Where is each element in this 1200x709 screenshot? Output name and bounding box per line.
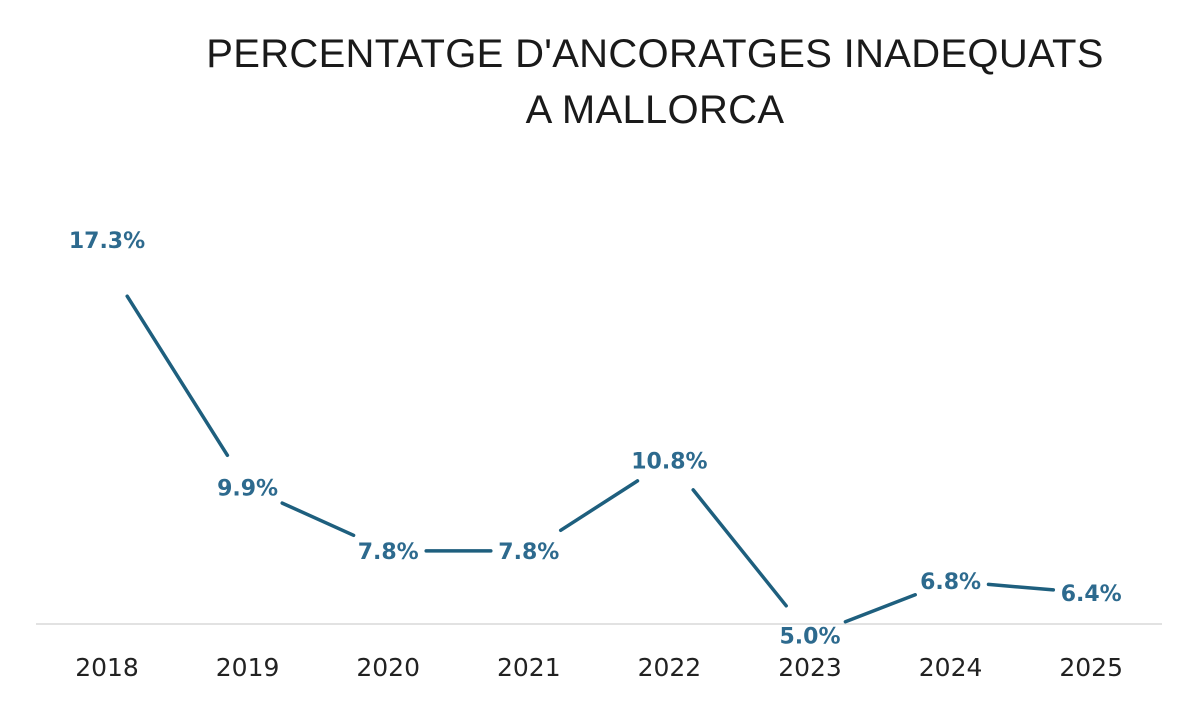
line-segment — [558, 479, 640, 533]
data-label: 7.8% — [358, 540, 419, 565]
data-label: 5.0% — [779, 625, 840, 650]
data-point — [105, 262, 109, 266]
x-tick-label: 2025 — [1059, 653, 1123, 682]
data-label: 17.3% — [69, 229, 145, 254]
x-tick-label: 2024 — [919, 653, 983, 682]
x-tick-label: 2018 — [75, 653, 139, 682]
chart-title: PERCENTATGE D'ANCORATGES INADEQUATS A MA… — [150, 26, 1160, 138]
line-segment — [843, 593, 917, 624]
line-segment — [986, 582, 1056, 592]
series-line — [125, 294, 1056, 624]
x-tick-label: 2022 — [638, 653, 702, 682]
x-tick-label: 2021 — [497, 653, 561, 682]
line-segment — [125, 294, 230, 458]
line-segment — [691, 488, 788, 608]
chart-title-line-1: PERCENTATGE D'ANCORATGES INADEQUATS — [206, 32, 1104, 76]
x-tick-label: 2023 — [778, 653, 842, 682]
data-label: 7.8% — [498, 540, 559, 565]
x-tick-labels: 2018 2019 2020 2021 2022 2023 2024 2025 — [75, 653, 1123, 682]
data-label: 10.8% — [631, 449, 707, 474]
x-tick-label: 2019 — [216, 653, 280, 682]
data-label: 6.8% — [920, 570, 981, 595]
data-labels: 17.3% 9.9% 7.8% 7.8% 10.8% 5.0% 6.8% 6.4% — [69, 229, 1122, 650]
line-segment — [280, 501, 356, 538]
data-label: 6.4% — [1061, 582, 1122, 607]
chart-title-line-2: A MALLORCA — [525, 88, 785, 132]
x-tick-label: 2020 — [356, 653, 420, 682]
data-label: 9.9% — [217, 477, 278, 502]
